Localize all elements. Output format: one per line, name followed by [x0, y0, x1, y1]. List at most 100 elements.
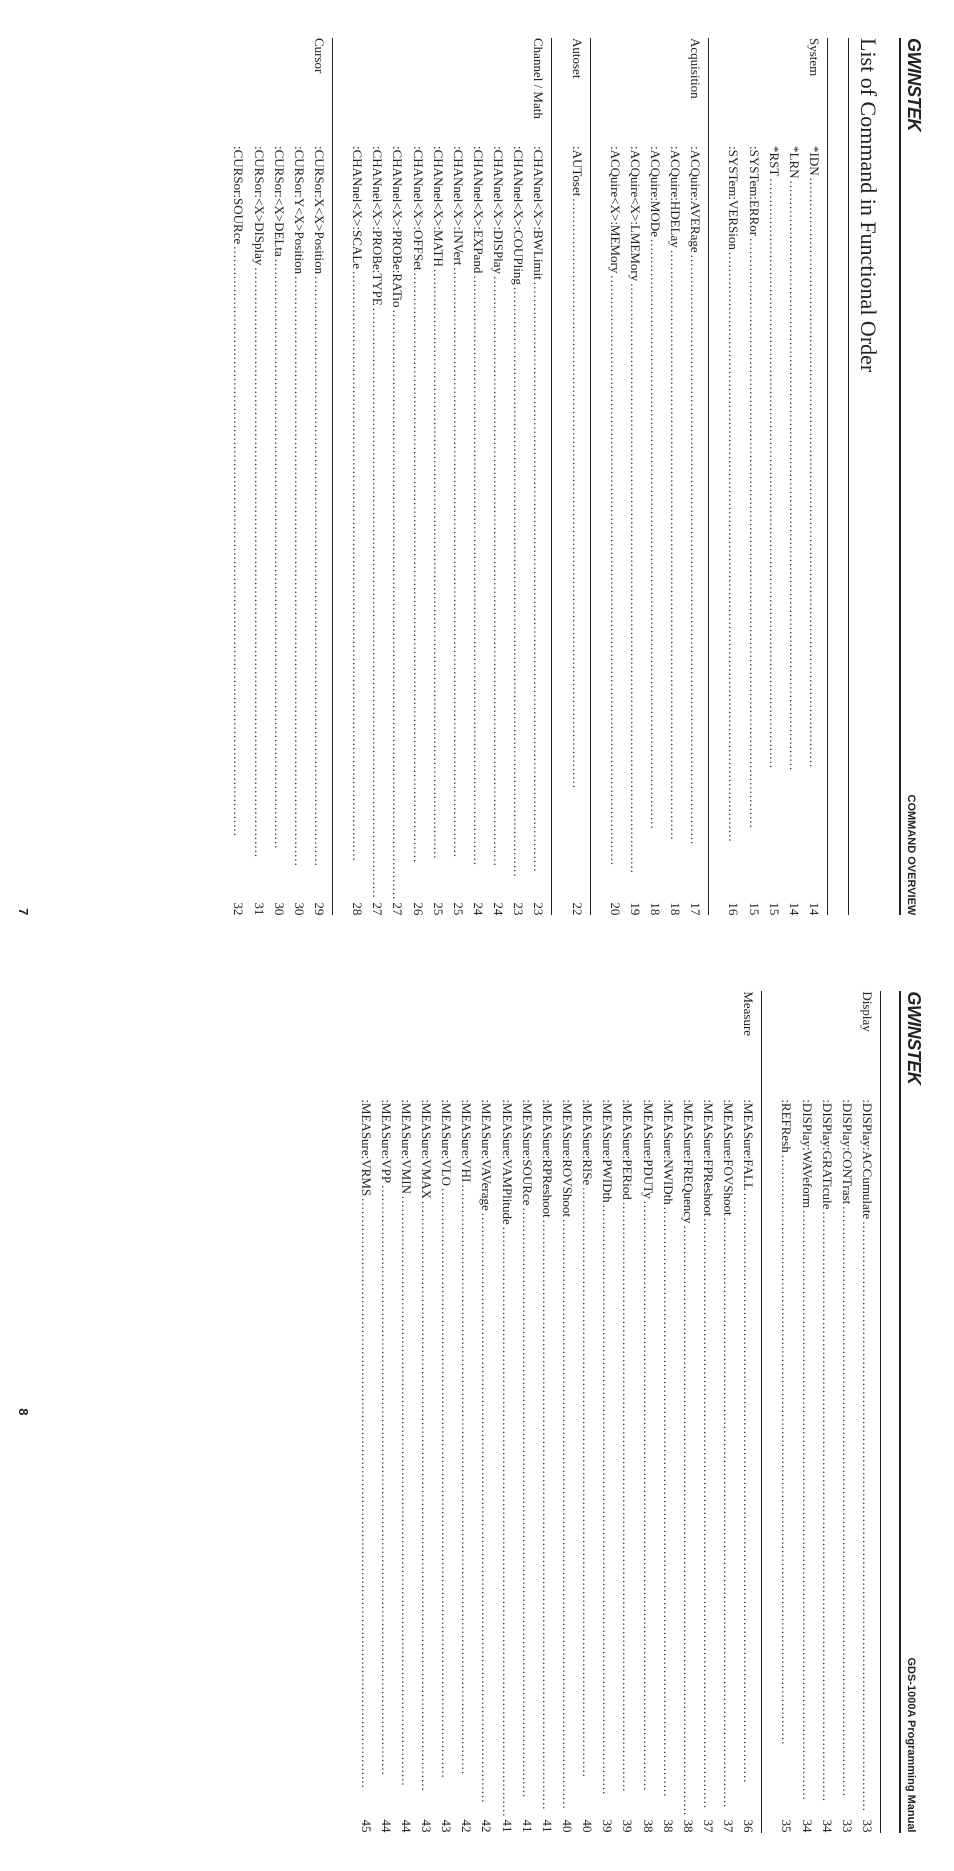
toc-group: System*IDN14*LRN14*RST15:SYSTem:ERRor15:…: [723, 38, 828, 915]
toc-leader-dots: [347, 269, 367, 902]
toc-entry-page: 24: [468, 902, 488, 915]
toc-leader-dots: [557, 1217, 577, 1819]
toc-entry: :ACQuire<X>:LMEMory 19: [625, 146, 645, 915]
toc-leader-dots: [496, 1225, 516, 1820]
toc-entry-name: :DISPlay:GRATicule: [817, 1099, 837, 1209]
toc-entry: :ACQuire:HDELay18: [665, 146, 685, 915]
toc-group-row: Display:DISPlay:ACCumulate33:DISPlay:CON…: [776, 991, 877, 1832]
toc-entry-name: :MEASure:RPReshoot: [537, 1099, 557, 1217]
toc-entry-page: 42: [476, 1820, 496, 1833]
toc-entry-name: :ACQuire<X>:LMEMory: [625, 146, 645, 281]
toc-entries: :AUToset22: [566, 146, 586, 915]
toc-group: Display:DISPlay:ACCumulate33:DISPlay:CON…: [776, 991, 881, 1832]
toc-leader-dots: [665, 248, 685, 903]
toc-entry-page: 22: [566, 902, 586, 915]
toc-entry-name: :CHANnel<X>:MATH: [428, 146, 448, 267]
toc-entry: :DISPlay:CONTrast33: [837, 1099, 857, 1832]
toc-group-label: Measure: [740, 991, 756, 1099]
toc-entry-name: :MEASure:PERiod: [617, 1099, 637, 1199]
toc-leader-dots: [723, 250, 743, 902]
toc-entry: :ACQuire:MODe18: [645, 146, 665, 915]
toc-leader-dots: [637, 1199, 657, 1820]
toc-group-label: Acquisition: [687, 38, 703, 146]
toc-entry: :SYSTem:VERSion16: [723, 146, 743, 915]
toc-entry: :ACQuire:AVERage17: [685, 146, 705, 915]
toc-entry-page: 32: [228, 902, 248, 915]
toc-entry-name: :DISPlay:ACCumulate: [857, 1099, 877, 1219]
toc-leader-dots: [817, 1209, 837, 1819]
toc-group-label: Display: [859, 991, 875, 1099]
toc-group-label: System: [806, 38, 822, 146]
toc-leader-dots: [597, 1203, 617, 1820]
toc-entry: :MEASure:RISe40: [577, 1099, 597, 1832]
toc-leader-dots: [685, 253, 705, 903]
page-number-right: 8: [16, 1408, 31, 1415]
toc-entry-page: 29: [309, 902, 329, 915]
toc-leader-dots: [857, 1219, 877, 1819]
toc-group: Acquisition:ACQuire:AVERage17:ACQuire:HD…: [605, 38, 710, 915]
toc-entry: :MEASure:VAVerage42: [476, 1099, 496, 1832]
toc-entry: :MEASure:VMIN44: [396, 1099, 416, 1832]
toc-group-row: Autoset:AUToset22: [566, 38, 586, 915]
toc-entry-page: 23: [528, 902, 548, 915]
toc-leader-dots: [658, 1205, 678, 1820]
toc-entry-page: 37: [698, 1820, 718, 1833]
toc-entry-page: 19: [625, 902, 645, 915]
toc-entry-page: 40: [577, 1820, 597, 1833]
toc-entry-name: :MEASure:VAMPlitude: [496, 1099, 516, 1224]
toc-entry-page: 38: [637, 1820, 657, 1833]
toc-group: Channel / Math:CHANnel<X>:BWLimit23:CHAN…: [347, 38, 552, 915]
toc-entry-name: :MEASure:NWIDth: [658, 1099, 678, 1204]
toc-entries: *IDN14*LRN14*RST15:SYSTem:ERRor15:SYSTem…: [723, 146, 824, 915]
toc-leader-dots: [743, 236, 763, 902]
toc-entry-name: :CURSor:Y<X>Position: [289, 146, 309, 274]
toc-leader-dots: [289, 274, 309, 902]
toc-entry-name: :CHANnel<X>:BWLimit: [528, 146, 548, 280]
toc-entry-name: :DISPlay:WAVeform: [796, 1099, 816, 1208]
toc-entry: :REFResh35: [776, 1099, 796, 1832]
toc-entry-page: 45: [355, 1820, 375, 1833]
toc-entry-page: 27: [367, 902, 387, 915]
toc-entry-page: 18: [665, 902, 685, 915]
toc-entry-page: 16: [723, 902, 743, 915]
toc-entry: :CHANnel<X>:EXPand 24: [468, 146, 488, 915]
toc-entry-name: :MEASure:PDUTy: [637, 1099, 657, 1198]
toc-entry-name: :MEASure:FOVShoot: [718, 1099, 738, 1215]
toc-entry-name: :CHANnel<X>:OFFSet: [407, 146, 427, 270]
toc-entry-page: 41: [517, 1820, 537, 1833]
toc-entry: :MEASure:FREQuency 38: [678, 1099, 698, 1832]
toc-entry: :AUToset22: [566, 146, 586, 915]
toc-leader-dots: [456, 1182, 476, 1819]
toc-entry-name: :MEASure:FREQuency: [678, 1099, 698, 1223]
toc-entry-name: :MEASure:FALL: [738, 1099, 758, 1190]
toc-entries: :CURSor:X<X>Position 29 :CURSor:Y<X>Positi…: [228, 146, 329, 915]
toc-entry: :DISPlay:WAVeform34: [796, 1099, 816, 1832]
toc-leader-dots: [367, 306, 387, 902]
toc-entry: :MEASure:PDUTy 38: [637, 1099, 657, 1832]
toc-entry-page: 25: [448, 902, 468, 915]
toc-entry-name: :CURSor:X<X>Position: [309, 146, 329, 274]
toc-entry-name: :CHANnel<X>:EXPand: [468, 146, 488, 273]
toc-entry: :MEASure:NWIDth38: [658, 1099, 678, 1832]
toc-entry-name: :ACQuire:MODe: [645, 146, 665, 237]
toc-entry-page: 41: [496, 1820, 516, 1833]
toc-leader-dots: [764, 176, 784, 902]
toc-leader-dots: [605, 273, 625, 902]
toc-entry-page: 38: [678, 1820, 698, 1833]
toc-entry-page: 24: [488, 902, 508, 915]
toc-entry: :DISPlay:GRATicule34: [817, 1099, 837, 1832]
toc-leader-dots: [537, 1218, 557, 1820]
toc-entry: :MEASure:VPP44: [376, 1099, 396, 1832]
toc-entry-page: 41: [537, 1820, 557, 1833]
toc-entry: :MEASure:VRMS45: [355, 1099, 375, 1832]
toc-entry-name: :MEASure:VMAX: [416, 1099, 436, 1199]
page-right: GWINSTEK GDS-1000A Programming Manual Di…: [0, 953, 954, 1870]
toc-leader-dots: [645, 237, 665, 902]
toc-entry-name: :CHANnel<X>:INVert: [448, 146, 468, 265]
toc-leader-dots: [698, 1216, 718, 1819]
toc-leader-dots: [488, 274, 508, 902]
toc-entry: :CHANnel<X>:COUPling23: [508, 146, 528, 915]
brand-logo: GWINSTEK: [903, 38, 924, 131]
toc-entry-name: :MEASure:ROVShoot: [557, 1099, 577, 1217]
toc-entry: *RST15: [764, 146, 784, 915]
